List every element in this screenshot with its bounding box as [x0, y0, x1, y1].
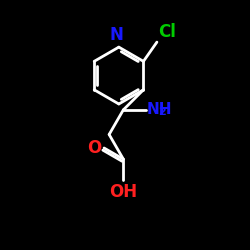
Text: O: O [87, 139, 102, 157]
Text: N: N [110, 26, 123, 44]
Text: NH: NH [146, 102, 172, 117]
Text: 2: 2 [158, 107, 166, 117]
Text: Cl: Cl [158, 23, 176, 41]
Text: OH: OH [109, 182, 138, 200]
